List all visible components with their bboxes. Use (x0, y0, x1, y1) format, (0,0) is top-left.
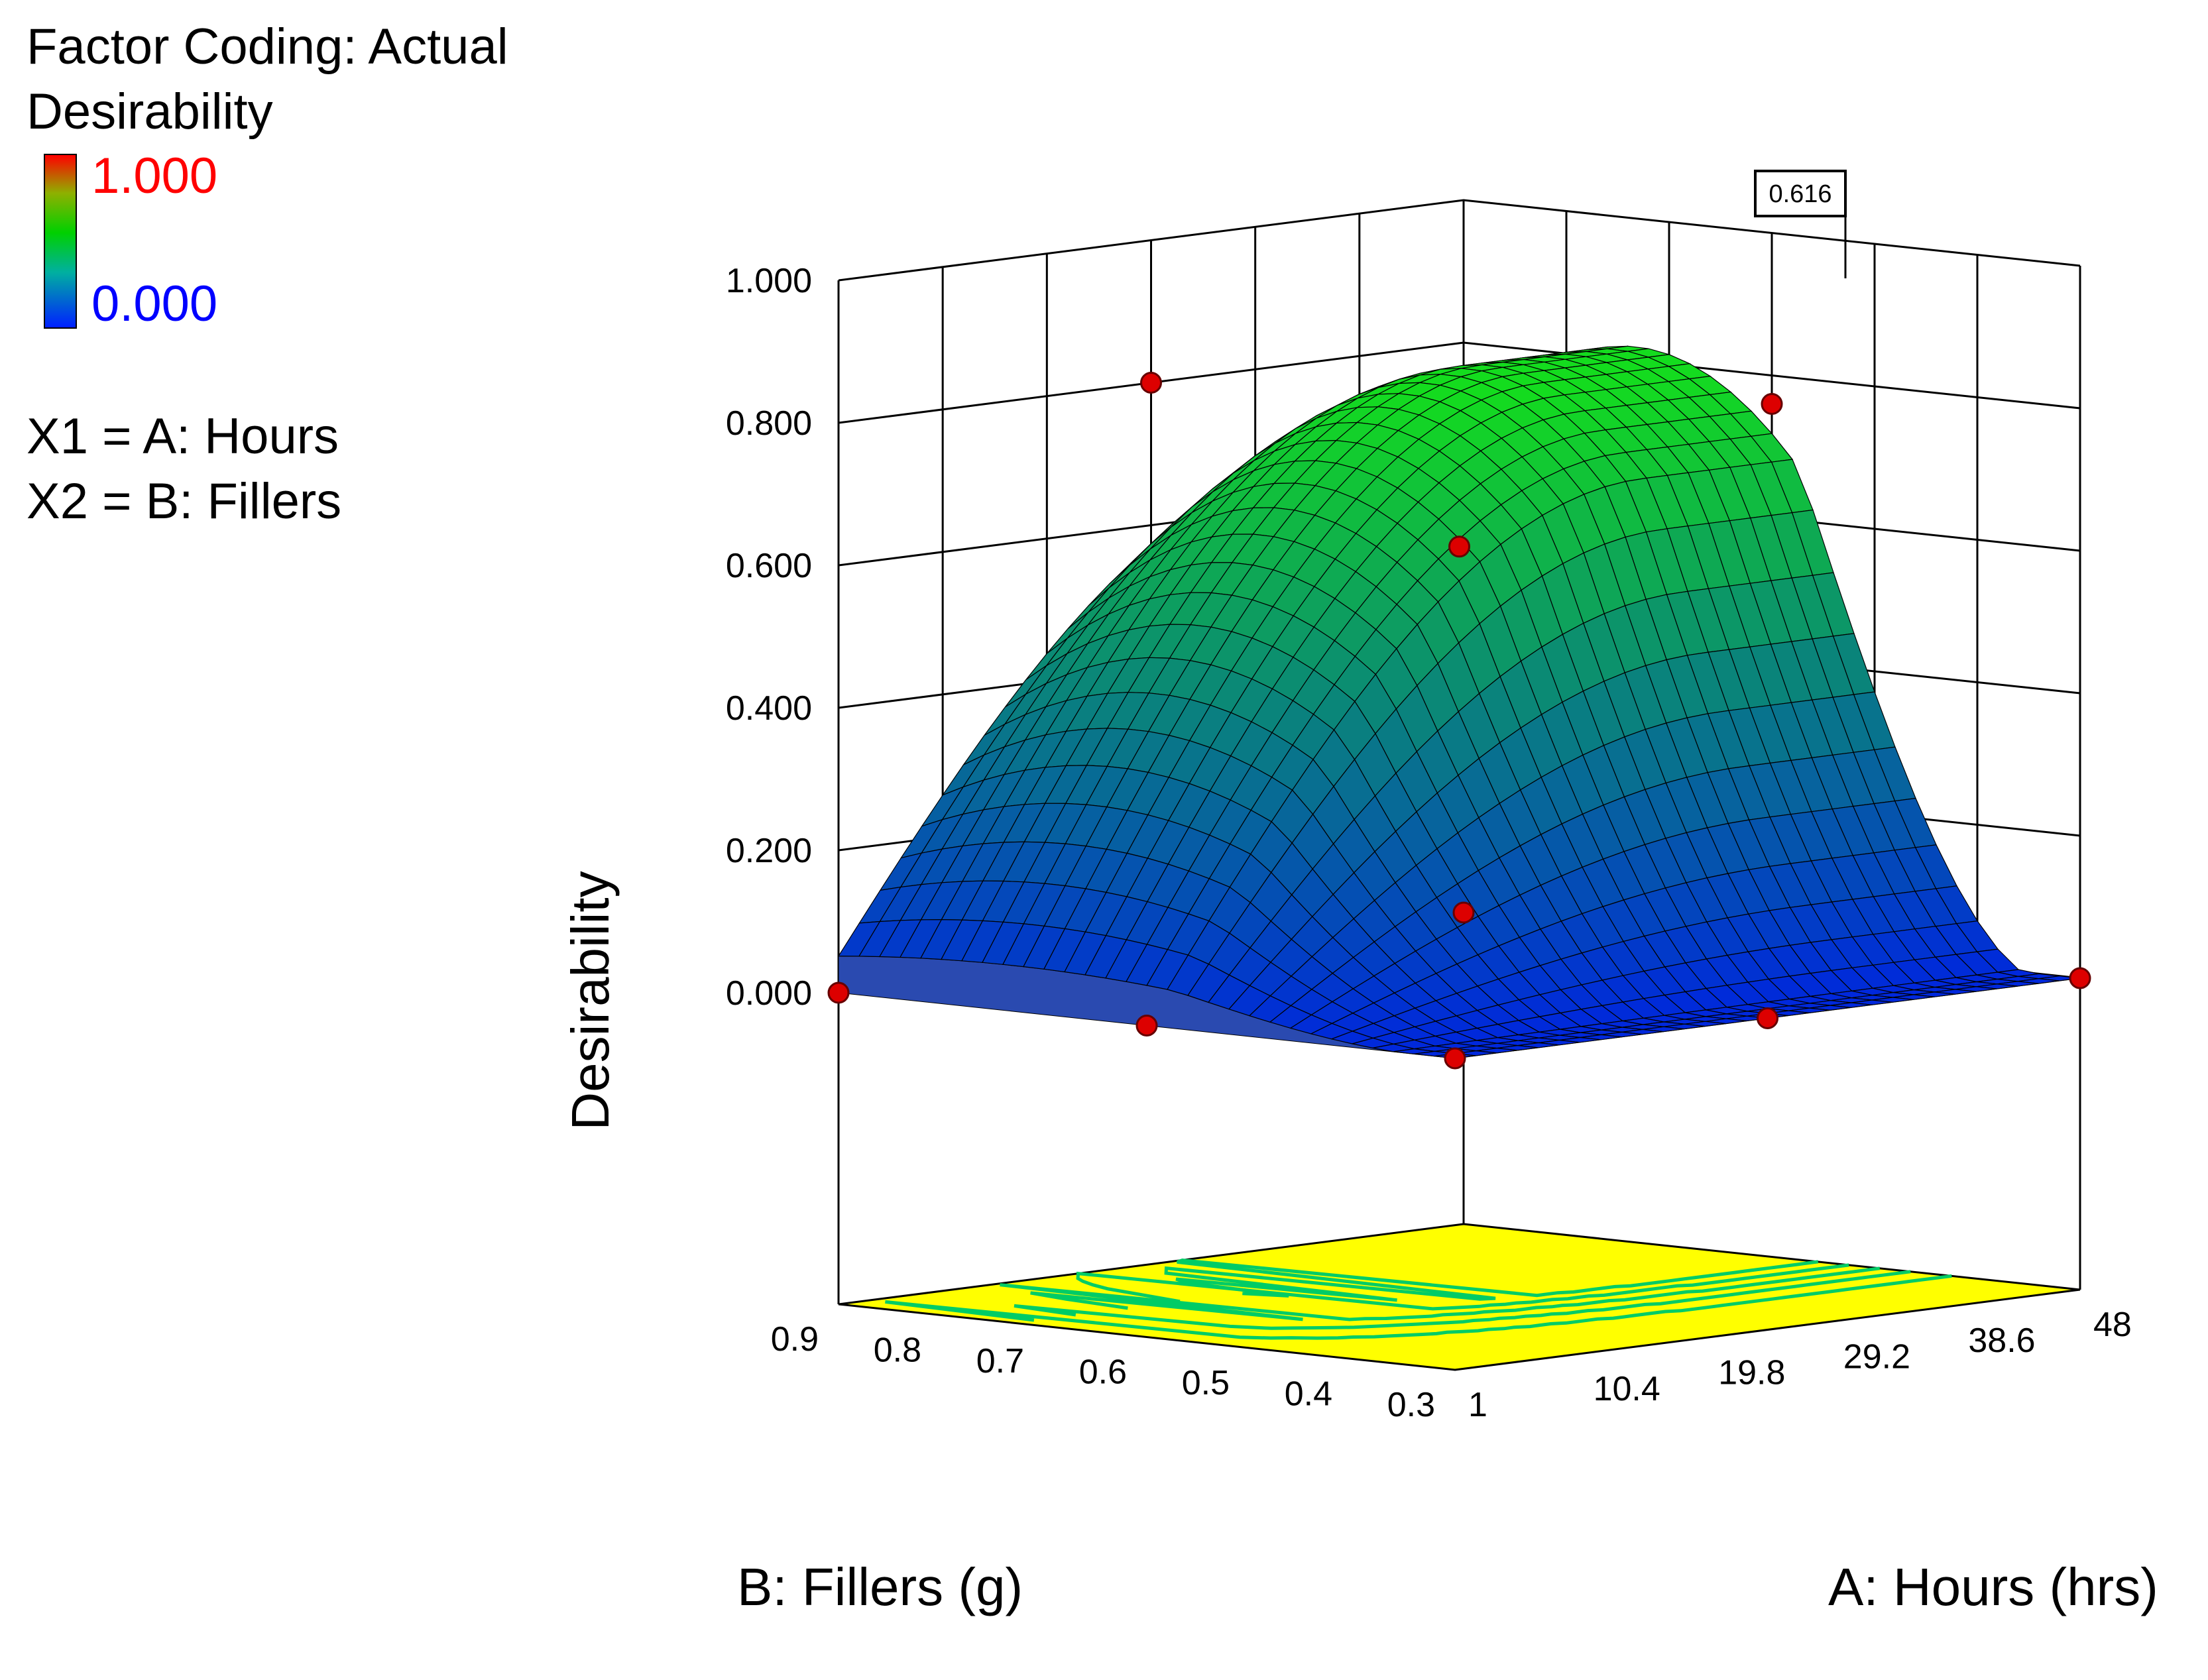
color-scale-max: 1.000 (91, 148, 218, 204)
tick-labels: 0.000 0.200 0.400 0.600 0.800 1.000 1 10.4 19.8 2… (726, 262, 2132, 1424)
factor-coding-label: Factor Coding: Actual (27, 19, 508, 75)
factor-list: X1 = A: Hours X2 = B: Fillers (27, 404, 341, 534)
legend: Factor Coding: Actual Desirability (27, 15, 508, 144)
design-points (827, 372, 2091, 1070)
x-tick-label: 1 (1468, 1386, 1487, 1424)
x-tick-label: 10.4 (1594, 1370, 1660, 1408)
z-tick-label: 0.600 (726, 547, 812, 585)
z-tick-label: 1.000 (726, 262, 812, 300)
z-axis-label: Desirability (561, 871, 620, 1130)
design-point (1452, 901, 1475, 924)
design-point (2069, 967, 2091, 989)
color-scale-min: 0.000 (91, 276, 218, 332)
design-point (1757, 1007, 1778, 1029)
z-tick-label: 0.400 (726, 689, 812, 728)
y-tick-label: 0.5 (1182, 1364, 1230, 1402)
value-annotation: 0.616 (1754, 170, 1847, 278)
design-point (1448, 535, 1470, 558)
response-surface (837, 345, 2081, 1059)
contour-line (885, 1274, 1952, 1340)
x-tick-label: 19.8 (1718, 1354, 1785, 1392)
design-point (1140, 372, 1162, 394)
y-tick-label: 0.6 (1079, 1353, 1127, 1392)
x-axis-label: A: Hours (hrs) (1828, 1557, 2158, 1616)
contour-line (1164, 1258, 1819, 1302)
z-tick-label: 0.000 (726, 974, 812, 1013)
z-tick-label: 0.200 (726, 832, 812, 870)
factor-x1: X1 = A: Hours (27, 408, 339, 465)
annotation-value: 0.616 (1769, 180, 1831, 208)
grid-line (838, 199, 2081, 282)
y-tick-label: 0.7 (976, 1342, 1024, 1380)
contour-line (1014, 1270, 1911, 1330)
z-tick-label: 0.800 (726, 404, 812, 443)
y-tick-label: 0.4 (1285, 1375, 1332, 1414)
design-point (1444, 1047, 1466, 1070)
contour-line (1000, 1266, 1881, 1321)
design-point (1135, 1015, 1158, 1036)
y-axis-label: B: Fillers (g) (737, 1557, 1023, 1616)
x-tick-label: 29.2 (1843, 1337, 1910, 1376)
x-tick-label: 38.6 (1968, 1321, 2035, 1360)
design-point (1761, 393, 1783, 415)
x-tick-label: 48 (2093, 1306, 2132, 1344)
y-tick-label: 0.8 (874, 1331, 921, 1370)
color-scale-bar (44, 154, 77, 329)
response-label: Desirability (27, 84, 273, 140)
y-tick-label: 0.9 (771, 1320, 819, 1359)
contour-floor (838, 1223, 2081, 1371)
design-point (827, 981, 850, 1004)
factor-x2: X2 = B: Fillers (27, 473, 342, 530)
y-tick-label: 0.3 (1387, 1386, 1435, 1424)
